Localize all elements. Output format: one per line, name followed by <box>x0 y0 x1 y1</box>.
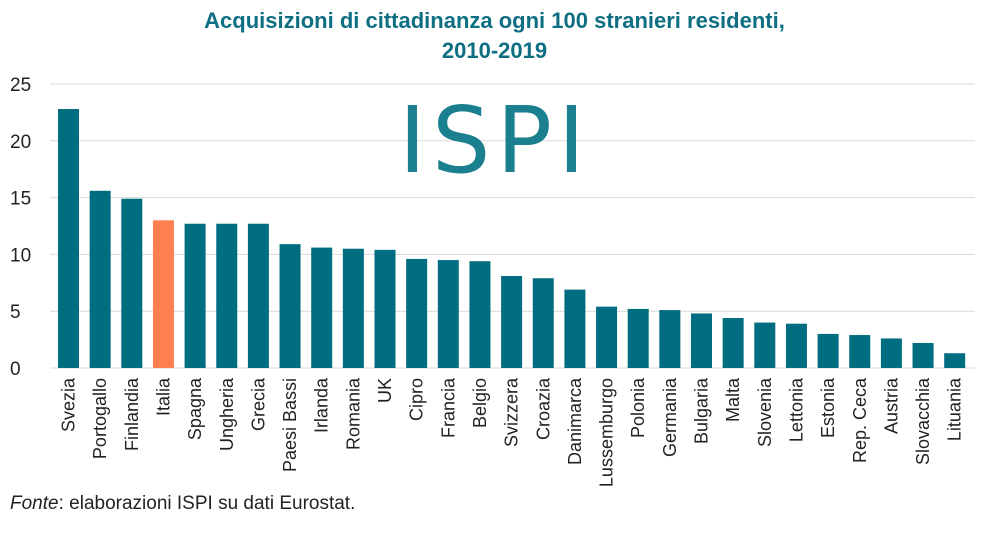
x-tick-label: Slovacchia <box>913 377 933 465</box>
bar <box>564 289 586 368</box>
x-tick-label: Estonia <box>818 377 838 438</box>
x-tick-label: Paesi Bassi <box>280 378 300 472</box>
y-tick-label: 0 <box>10 359 21 380</box>
bar <box>216 223 238 368</box>
chart-title-line2: 2010-2019 <box>441 38 548 63</box>
bar <box>691 313 712 368</box>
x-tick-label: Austria <box>881 377 901 434</box>
bar <box>279 244 301 368</box>
y-tick-label: 10 <box>10 245 31 266</box>
bar <box>406 258 428 368</box>
x-tick-label: Svizzera <box>502 377 522 447</box>
x-tick-label: Polonia <box>628 377 648 438</box>
bar <box>247 223 269 368</box>
bar <box>58 108 79 368</box>
x-tick-label: Italia <box>153 377 173 416</box>
bar <box>469 261 491 368</box>
bar <box>880 338 902 368</box>
bar <box>501 275 523 368</box>
bar <box>374 249 396 368</box>
x-tick-label: Slovenia <box>755 377 775 447</box>
bar <box>437 260 459 368</box>
x-tick-label: UK <box>375 378 395 403</box>
x-tick-label: Spagna <box>185 377 205 440</box>
bar <box>817 333 839 368</box>
bar <box>944 353 966 368</box>
x-tick-label: Lussemburgo <box>597 378 617 487</box>
x-tick-label: Germania <box>660 377 680 457</box>
x-tick-label: Romania <box>343 377 363 450</box>
x-tick-label: Danimarca <box>565 377 585 465</box>
y-tick-label: 5 <box>10 302 21 323</box>
chart-title-line1: Acquisizioni di cittadinanza ogni 100 st… <box>204 8 785 33</box>
x-tick-label: Francia <box>438 377 458 438</box>
bar <box>659 310 681 368</box>
y-tick-label: 20 <box>10 132 31 153</box>
bar <box>596 306 618 368</box>
x-tick-label: Malta <box>723 377 743 422</box>
y-tick-label: 15 <box>10 189 31 210</box>
x-tick-label: Lituania <box>945 377 965 441</box>
bar <box>184 223 206 368</box>
bar <box>785 323 807 368</box>
x-tick-label: Irlanda <box>312 377 332 433</box>
x-tick-label: Lettonia <box>786 377 806 442</box>
bar <box>627 308 649 368</box>
x-tick-label: Bulgaria <box>692 377 712 444</box>
x-tick-label: Ungheria <box>217 377 237 451</box>
bar <box>912 343 934 368</box>
bar <box>754 322 776 368</box>
ispi-logo: ISPI <box>399 87 591 194</box>
x-tick-label: Croazia <box>533 377 553 440</box>
source-note: Fonte: elaborazioni ISPI su dati Eurosta… <box>10 493 355 515</box>
bar <box>152 220 174 368</box>
bar <box>722 318 744 368</box>
bar <box>89 190 111 368</box>
y-tick-label: 25 <box>10 75 31 96</box>
x-tick-label: Belgio <box>470 378 490 428</box>
x-tick-label: Cipro <box>407 378 427 421</box>
source-label: Fonte <box>10 493 59 514</box>
bar <box>311 247 333 368</box>
bar <box>532 278 554 368</box>
bar <box>342 248 364 368</box>
source-text: : elaborazioni ISPI su dati Eurostat. <box>58 493 356 514</box>
x-tick-label: Finlandia <box>122 377 142 451</box>
bar <box>121 198 143 368</box>
x-tick-label: Rep. Ceca <box>850 377 870 463</box>
chart-title: Acquisizioni di cittadinanza ogni 100 st… <box>0 6 989 66</box>
x-tick-label: Portogallo <box>90 378 110 459</box>
x-tick-label: Grecia <box>248 377 268 431</box>
bar <box>849 335 871 368</box>
x-tick-label: Svezia <box>59 377 79 432</box>
